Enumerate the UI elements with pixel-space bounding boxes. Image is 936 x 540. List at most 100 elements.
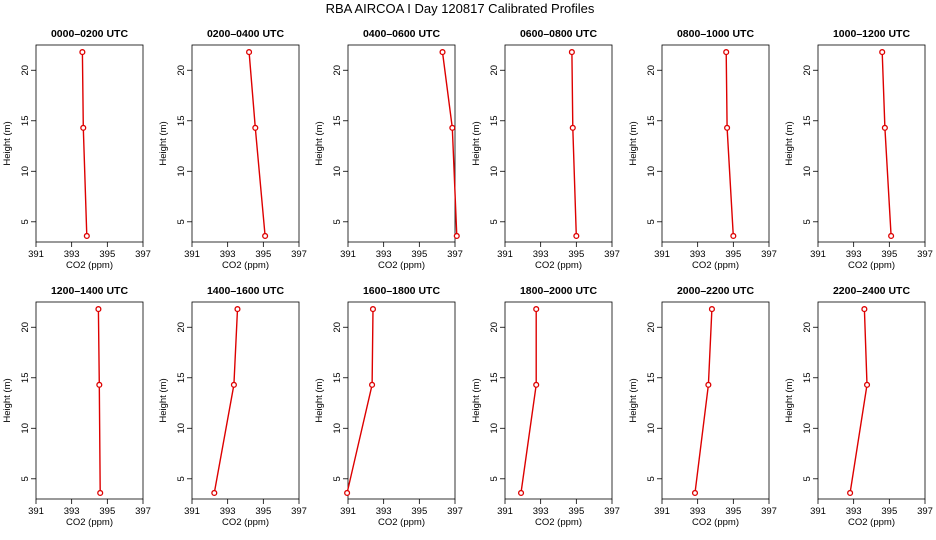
panel-4: 0600–0800 UTC 391 393 395 397 5 10 15 20 CO2 (ppm…: [471, 28, 620, 271]
plot-frame: [191, 44, 300, 243]
x-axis-label: CO2 (ppm): [535, 517, 582, 528]
panel-9: 1600–1800 UTC 391 393 395 397 5 10 15 20 CO2 (ppm…: [314, 285, 463, 528]
y-tick-label: 20: [489, 65, 500, 76]
y-tick-label: 10: [20, 166, 31, 177]
x-tick-label: 395: [99, 506, 115, 517]
plot-frame: [35, 44, 144, 243]
y-tick-label: 5: [176, 476, 187, 481]
x-axis-label: CO2 (ppm): [378, 260, 425, 271]
y-tick-label: 20: [176, 65, 187, 76]
y-axis-label: Height (m): [158, 378, 169, 422]
data-point: [861, 306, 868, 313]
x-tick-label: 397: [447, 506, 463, 517]
x-tick-label: 391: [340, 506, 356, 517]
x-tick-label: 395: [725, 506, 741, 517]
panel-title: 1600–1800 UTC: [363, 285, 440, 297]
panel-8: 1400–1600 UTC 391 393 395 397 5 10 15 20 CO2 (ppm…: [158, 285, 307, 528]
x-tick-label: 393: [846, 249, 862, 260]
plot-frame: [817, 301, 926, 500]
series-line: [520, 309, 537, 493]
data-point: [847, 489, 854, 496]
panel-title: 1000–1200 UTC: [833, 28, 910, 40]
x-tick-label: 393: [376, 249, 392, 260]
data-point: [211, 489, 218, 496]
x-tick-label: 397: [917, 506, 933, 517]
y-tick-label: 5: [332, 219, 343, 224]
data-point: [369, 381, 376, 388]
plot-frame: [504, 301, 613, 500]
y-tick-label: 20: [332, 65, 343, 76]
x-tick-label: 397: [447, 249, 463, 260]
y-tick-label: 15: [489, 115, 500, 126]
x-tick-label: 391: [184, 249, 200, 260]
data-point: [863, 381, 871, 388]
data-point: [569, 124, 576, 131]
series-line: [571, 52, 577, 236]
y-tick-label: 5: [332, 476, 343, 481]
data-point: [724, 124, 731, 131]
panel-title: 1400–1600 UTC: [207, 285, 284, 297]
y-tick-label: 5: [802, 219, 813, 224]
x-tick-label: 391: [654, 249, 670, 260]
x-tick-label: 391: [28, 249, 44, 260]
y-tick-label: 20: [646, 322, 657, 333]
x-tick-label: 397: [917, 249, 933, 260]
y-axis-label: Height (m): [314, 121, 325, 165]
data-point: [79, 49, 86, 56]
x-tick-label: 395: [255, 249, 271, 260]
data-point: [252, 124, 259, 131]
y-axis-label: Height (m): [628, 121, 639, 165]
data-point: [705, 381, 712, 388]
x-axis-label: CO2 (ppm): [535, 260, 582, 271]
x-tick-label: 391: [28, 506, 44, 517]
data-point: [533, 381, 540, 388]
panel-title: 2200–2400 UTC: [833, 285, 910, 297]
data-point: [230, 381, 237, 388]
plot-frame: [347, 44, 456, 243]
x-tick-label: 397: [135, 506, 151, 517]
y-tick-label: 10: [489, 166, 500, 177]
y-tick-label: 15: [176, 115, 187, 126]
y-tick-label: 5: [176, 219, 187, 224]
x-tick-label: 391: [810, 249, 826, 260]
data-point: [517, 489, 525, 496]
panel-title: 0200–0400 UTC: [207, 28, 284, 40]
x-tick-label: 395: [411, 506, 427, 517]
y-axis-label: Height (m): [158, 121, 169, 165]
y-tick-label: 15: [646, 372, 657, 383]
series-line: [881, 52, 892, 236]
panel-12: 2200–2400 UTC 391 393 395 397 5 10 15 20 CO2 (ppm…: [784, 285, 933, 528]
data-point: [246, 49, 253, 56]
plot-frame: [661, 301, 770, 500]
panel-1: 0000–0200 UTC 391 393 395 397 5 10 15 20 CO2 (ppm…: [2, 28, 151, 271]
x-tick-label: 395: [725, 249, 741, 260]
panel-6: 1000–1200 UTC 391 393 395 397 5 10 15 20 CO2 (ppm…: [784, 28, 933, 271]
plot-frame: [661, 44, 770, 243]
series-line: [213, 309, 239, 494]
panel-title: 0400–0600 UTC: [363, 28, 440, 40]
data-point: [691, 489, 699, 496]
y-axis-label: Height (m): [628, 378, 639, 422]
y-axis-label: Height (m): [314, 378, 325, 422]
x-tick-label: 397: [135, 249, 151, 260]
x-tick-label: 391: [340, 249, 356, 260]
y-tick-label: 10: [176, 166, 187, 177]
series-line: [694, 309, 713, 493]
x-tick-label: 393: [533, 249, 549, 260]
y-axis-label: Height (m): [2, 378, 13, 422]
data-point: [95, 306, 102, 313]
y-tick-label: 15: [332, 372, 343, 383]
plot-frame: [504, 44, 613, 243]
y-tick-label: 15: [646, 115, 657, 126]
data-point: [97, 489, 104, 496]
x-tick-label: 391: [654, 506, 670, 517]
x-axis-label: CO2 (ppm): [66, 260, 113, 271]
x-tick-label: 393: [533, 506, 549, 517]
x-axis-label: CO2 (ppm): [222, 517, 269, 528]
y-tick-label: 20: [332, 322, 343, 333]
plot-frame: [191, 301, 300, 500]
y-tick-label: 10: [332, 166, 343, 177]
y-tick-label: 10: [20, 423, 31, 434]
data-point: [568, 49, 575, 56]
panel-2: 0200–0400 UTC 391 393 395 397 5 10 15 20 CO2 (ppm…: [158, 28, 307, 271]
